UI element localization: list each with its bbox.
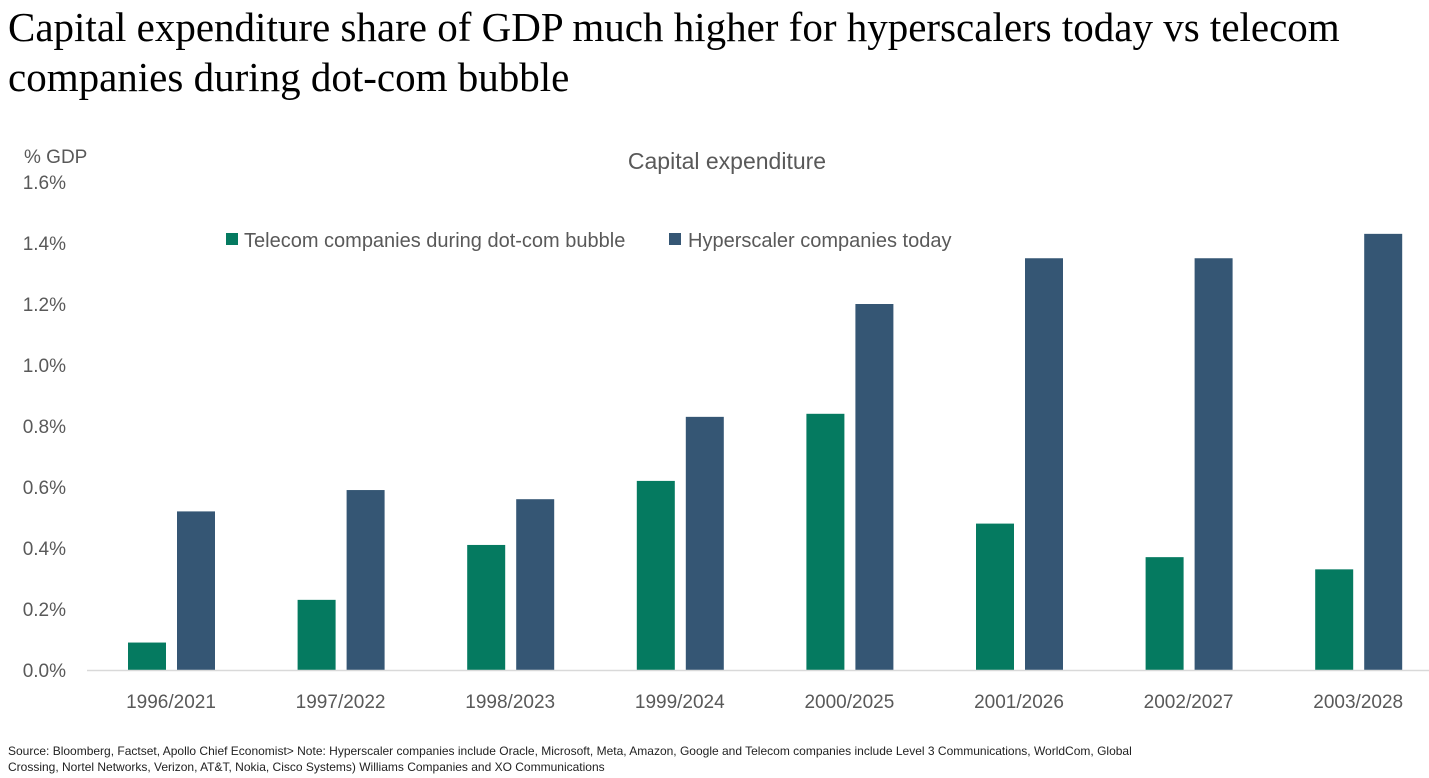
x-tick-label: 1997/2022 [296, 692, 386, 713]
bar-telecom-1997-2022 [297, 599, 336, 670]
x-tick-label: 2001/2026 [974, 692, 1064, 713]
x-tick-label: 2000/2025 [804, 692, 894, 713]
bar-hyperscaler-2003-2028 [1364, 233, 1403, 670]
source-note: Source: Bloomberg, Factset, Apollo Chief… [8, 744, 1132, 774]
x-tick-label: 2002/2027 [1144, 692, 1234, 713]
bar-telecom-1998-2023 [467, 544, 506, 670]
x-tick-label: 1999/2024 [635, 692, 725, 713]
bar-hyperscaler-1996-2021 [177, 511, 215, 670]
y-tick-label: 1.6% [23, 173, 66, 194]
bar-hyperscaler-1998-2023 [516, 499, 555, 670]
legend-swatch-hyperscaler [669, 233, 681, 245]
x-tick-label: 1998/2023 [465, 692, 555, 713]
y-tick-label: 0.8% [23, 417, 66, 438]
y-tick-label: 0.6% [23, 478, 66, 499]
x-tick-label: 1996/2021 [126, 692, 216, 713]
page-title: Capital expenditure share of GDP much hi… [8, 4, 1340, 100]
y-tick-label: 1.0% [23, 356, 66, 377]
bar-hyperscaler-2002-2027 [1194, 258, 1233, 670]
bar-telecom-2003-2028 [1315, 569, 1354, 670]
chart-title: Capital expenditure [628, 148, 826, 174]
bar-telecom-2000-2025 [806, 413, 845, 670]
bar-hyperscaler-1999-2024 [685, 416, 724, 670]
bar-hyperscaler-1997-2022 [346, 490, 385, 670]
legend-swatch-telecom [226, 233, 238, 245]
y-tick-label: 1.2% [23, 295, 66, 316]
y-axis-label: % GDP [24, 147, 87, 168]
y-tick-label: 0.0% [23, 661, 66, 682]
y-tick-label: 0.2% [23, 600, 66, 621]
legend-label-hyperscaler: Hyperscaler companies today [688, 230, 951, 252]
bar-telecom-1996-2021 [128, 642, 166, 670]
bar-hyperscaler-2000-2025 [855, 304, 894, 670]
bar-telecom-1999-2024 [636, 480, 675, 670]
bar-telecom-2002-2027 [1145, 557, 1184, 670]
legend: Telecom companies during dot-com bubble … [226, 230, 951, 252]
bar-telecom-2001-2026 [976, 523, 1014, 670]
x-tick-label: 2003/2028 [1313, 692, 1403, 713]
y-tick-label: 0.4% [23, 539, 66, 560]
bar-hyperscaler-2001-2026 [1025, 258, 1063, 670]
legend-label-telecom: Telecom companies during dot-com bubble [244, 230, 625, 252]
bar-chart: % GDP Capital expenditure Telecom compan… [23, 147, 1429, 713]
y-tick-label: 1.4% [23, 234, 66, 255]
